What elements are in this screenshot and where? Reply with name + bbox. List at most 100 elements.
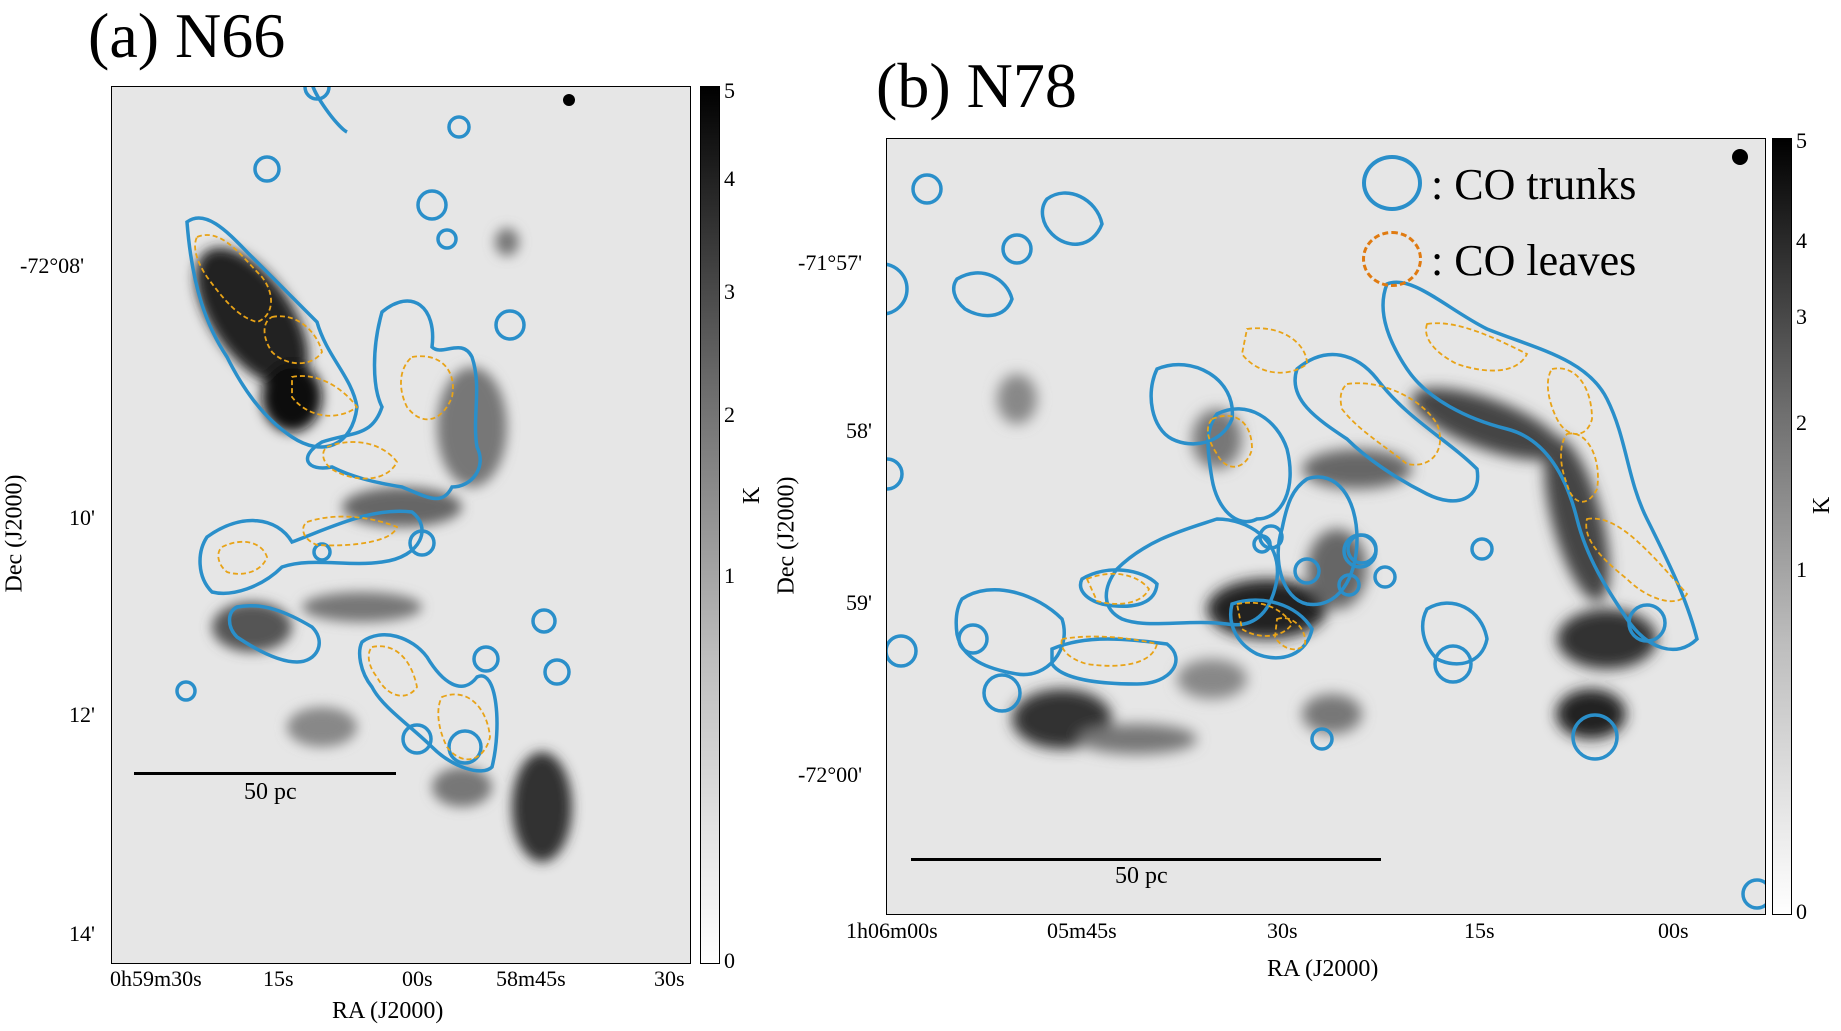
panel-a-scalebar <box>134 772 396 775</box>
panel-b-ra-tick: 05m45s <box>1047 918 1117 943</box>
trunk-contour <box>447 729 483 765</box>
panel-b-title: (b) N78 <box>876 50 1077 121</box>
trunk-contour <box>198 509 424 595</box>
trunk-contour <box>305 299 482 501</box>
panel-a-ra-tick: 00s <box>402 966 433 991</box>
trunk-contour <box>1741 878 1765 910</box>
leaf-contour <box>1060 635 1159 667</box>
panel-a-ra-tick: 58m45s <box>496 966 566 991</box>
trunk-contour <box>1258 524 1284 550</box>
leaf-contour <box>1425 322 1529 372</box>
panel-b-dec-tick: -72°00' <box>798 762 863 787</box>
panel-a-xlabel: RA (J2000) <box>332 998 444 1024</box>
trunk-contour <box>472 645 500 673</box>
trunk-contour <box>1276 475 1359 607</box>
panel-a-leaves <box>194 234 491 761</box>
trunk-contour <box>1381 280 1699 651</box>
trunk-contour <box>253 155 281 183</box>
panel-b-trunks <box>887 173 1765 910</box>
trunk-contour <box>1342 533 1378 569</box>
panel-b-ra-tick: 30s <box>1267 918 1298 943</box>
panel-a-dec-tick: -72°08' <box>20 253 85 278</box>
trunk-contour <box>1050 637 1178 686</box>
leaf-contour <box>1241 327 1308 374</box>
trunk-contour <box>887 457 904 491</box>
leaf-contour <box>400 355 454 421</box>
panel-b-dec-tick: -71°57' <box>798 250 863 275</box>
panel-a-colorbar-unit: K <box>739 486 766 505</box>
trunk-contour <box>1571 713 1619 761</box>
panel-a-colorbar <box>700 86 720 964</box>
leaf-contour <box>217 540 268 575</box>
panel-a-title: (a) N66 <box>88 0 286 71</box>
trunk-contour <box>1310 727 1334 751</box>
trunk-contour <box>1420 601 1489 666</box>
panel-b-ylabel: Dec (J2000) <box>773 476 800 595</box>
trunk-contour <box>951 271 1014 318</box>
panel-b-cbar-tick-0: 0 <box>1796 899 1807 924</box>
panel-b-scale-label: 50 pc <box>1115 863 1168 889</box>
leaf-contour <box>302 515 399 547</box>
legend-leaf-icon <box>1362 231 1422 287</box>
legend-trunk-label: : CO trunks <box>1431 160 1637 209</box>
panel-a-emission <box>175 87 572 862</box>
panel-a-beam <box>563 94 575 106</box>
leaf-contour <box>1339 382 1442 466</box>
trunk-contour <box>1149 362 1234 446</box>
panel-b-colorbar <box>1772 138 1792 915</box>
panel-a-cbar-tick-2: 2 <box>724 402 735 427</box>
panel-a-dec-tick: 14' <box>69 921 95 946</box>
trunk-contour <box>1040 191 1104 246</box>
trunk-contour <box>543 658 571 686</box>
panel-b-ra-tick: 1h06m00s <box>846 918 938 943</box>
trunk-contour <box>1373 565 1397 589</box>
leaf-contour <box>1206 414 1253 468</box>
trunk-contour <box>1104 517 1280 627</box>
panel-a-cbar-tick-0: 0 <box>724 948 735 973</box>
leaf-contour <box>291 375 359 417</box>
trunk-contour <box>303 87 331 101</box>
leaf-contour <box>322 441 399 480</box>
trunk-contour <box>1206 407 1292 524</box>
trunk-contour <box>227 603 321 664</box>
legend-leaf-label: : CO leaves <box>1431 236 1637 285</box>
panel-a-cbar-tick-1: 1 <box>724 563 735 588</box>
trunk-contour <box>957 623 989 655</box>
legend-trunk-icon <box>1362 155 1422 211</box>
panel-b-beam <box>1732 149 1748 165</box>
trunk-contour <box>911 173 943 205</box>
panel-b-cbar-tick-4: 4 <box>1796 228 1807 253</box>
leaf-contour <box>1546 367 1593 435</box>
panel-a-dec-tick: 12' <box>69 702 95 727</box>
panel-b-dec-tick: 58' <box>846 418 872 443</box>
trunk-contour <box>494 309 526 341</box>
panel-b-dec-tick: 59' <box>846 590 872 615</box>
leaf-contour <box>1560 432 1599 503</box>
panel-a-dec-tick: 10' <box>69 505 95 530</box>
panel-b-ra-tick: 00s <box>1658 918 1689 943</box>
trunk-contour <box>887 262 909 316</box>
trunk-contour <box>1001 233 1033 265</box>
trunk-contour <box>447 115 471 139</box>
trunk-contour <box>1433 644 1473 684</box>
leaf-contour <box>367 645 418 697</box>
leaf-contour <box>1585 517 1689 603</box>
panel-a-map: 50 pc <box>111 86 691 964</box>
trunk-contour <box>531 608 557 634</box>
trunk-contour <box>312 542 332 562</box>
panel-b-xlabel: RA (J2000) <box>1267 956 1379 982</box>
trunk-contour <box>1229 598 1314 660</box>
panel-b-colorbar-unit: K <box>1809 496 1836 515</box>
panel-b-map: 50 pc : CO trunks : CO leaves <box>886 138 1766 915</box>
panel-a-cbar-tick-4: 4 <box>724 166 735 191</box>
panel-b-cbar-tick-5: 5 <box>1796 128 1807 153</box>
trunk-contour <box>175 680 197 702</box>
trunk-contour <box>954 588 1066 677</box>
panel-a-scale-label: 50 pc <box>244 779 297 805</box>
trunk-contour <box>1293 557 1321 585</box>
leaf-contour <box>1085 572 1151 605</box>
trunk-contour <box>311 87 348 134</box>
panel-a-cbar-tick-5: 5 <box>724 78 735 103</box>
panel-a-ra-tick: 30s <box>654 966 685 991</box>
trunk-contour <box>887 634 918 668</box>
